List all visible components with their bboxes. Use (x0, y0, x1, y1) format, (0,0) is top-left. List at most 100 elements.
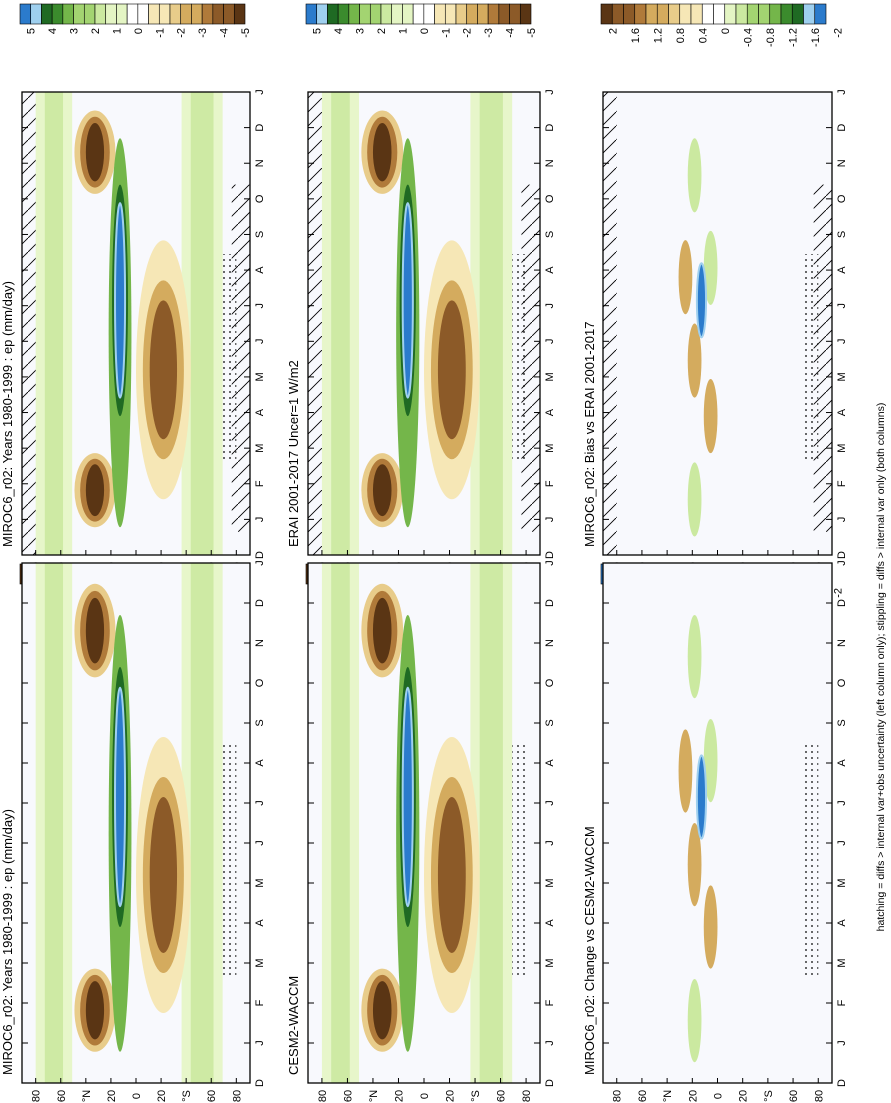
colorbar-swatch (73, 3, 85, 25)
plot-background (603, 92, 832, 555)
hatching-overlay (603, 92, 617, 555)
panel-title: ERAI 2001-2017 Uncer=1 W/m2 (286, 360, 301, 547)
colorbar-swatch (758, 3, 771, 25)
month-label: A (836, 759, 848, 767)
colorbar-label: -0.8 (765, 28, 777, 47)
month-label: J (254, 840, 266, 846)
field-band (479, 563, 503, 1083)
colorbar-swatch (180, 3, 192, 25)
month-label: O (254, 194, 266, 203)
month-label: M (254, 372, 266, 381)
lat-label: 0 (419, 1093, 431, 1099)
field-max-core (149, 300, 178, 440)
lat-label: 60 (788, 1090, 800, 1102)
lat-label: 20 (393, 1090, 405, 1102)
colorbar-label: -1.2 (787, 28, 799, 47)
month-label: D (836, 551, 848, 559)
colorbar-swatch (116, 3, 128, 25)
month-label: F (544, 999, 556, 1006)
lat-label: 80 (31, 1090, 43, 1102)
field-max-core (85, 981, 105, 1040)
colorbar-swatch (380, 3, 393, 25)
colorbar-swatch (611, 3, 624, 25)
plot-background (603, 563, 832, 1083)
month-label: J (544, 89, 556, 95)
colorbar-swatch (83, 3, 96, 25)
colorbar-label: 1 (397, 28, 409, 34)
field-max-core (85, 123, 105, 182)
colorbar-label: -2 (832, 28, 844, 38)
panel-title: CESM2-WACCM (286, 976, 301, 1075)
field-max-core (437, 797, 466, 953)
colorbar-swatch (402, 3, 414, 25)
lat-label: 60 (637, 1090, 649, 1102)
month-label: N (544, 159, 556, 167)
colorbar-label: 4 (47, 28, 59, 34)
field-band (190, 563, 214, 1083)
month-label: J (836, 303, 848, 309)
month-label: J (544, 560, 556, 566)
colorbar-label: -3 (483, 28, 495, 38)
stippling-overlay (222, 745, 237, 979)
panel-right-bot: MIROC6_r02: Change vs CESM2-WACCMDJFMAMJ… (582, 3, 848, 1102)
month-label: J (544, 517, 556, 523)
month-label: J (836, 89, 848, 95)
field-min-core (401, 202, 414, 399)
month-label: D (254, 124, 266, 132)
colorbar-swatch (679, 3, 692, 25)
month-label: J (544, 303, 556, 309)
month-label: D (836, 124, 848, 132)
month-label: F (836, 999, 848, 1006)
month-label: J (254, 339, 266, 345)
colorbar-swatch (30, 3, 42, 25)
month-label: J (254, 517, 266, 523)
colorbar-swatch (158, 3, 171, 25)
colorbar-swatch (690, 3, 703, 25)
month-label: S (254, 231, 266, 238)
field-anomaly (687, 323, 702, 398)
month-label: D (836, 1079, 848, 1087)
month-label: A (254, 919, 266, 927)
lat-label: °S (181, 1090, 193, 1102)
colorbar-swatch (519, 3, 532, 25)
month-label: J (836, 339, 848, 345)
month-label: M (836, 878, 848, 887)
colorbar-swatch (466, 3, 478, 25)
month-label: D (544, 124, 556, 132)
colorbar-label: -0.4 (742, 28, 754, 47)
colorbar-swatch (169, 3, 182, 25)
panel-title: MIROC6_r02: Change vs CESM2-WACCM (582, 826, 597, 1075)
field-anomaly (678, 240, 693, 315)
footer-note: hatching = diffs > internal var+obs unce… (875, 403, 887, 932)
field-anomaly (687, 615, 702, 699)
field-max-core (437, 300, 466, 440)
field-max-core (85, 597, 105, 664)
hatching-overlay (22, 92, 36, 555)
colorbar-swatch (105, 3, 117, 25)
month-label: J (254, 89, 266, 95)
colorbar-swatch (769, 3, 782, 25)
month-label: O (544, 678, 556, 687)
field-max-core (149, 797, 178, 953)
stippling-overlay (804, 745, 819, 979)
colorbar-swatch (191, 3, 203, 25)
colorbar-label: -1 (440, 28, 452, 38)
colorbar-swatch (369, 3, 382, 25)
month-label: D (836, 599, 848, 607)
field-anomaly (703, 885, 718, 969)
field-max-core (372, 123, 392, 182)
field-band (479, 92, 503, 555)
lat-label: 80 (813, 1090, 825, 1102)
month-label: D (544, 551, 556, 559)
colorbar-swatch (713, 3, 726, 25)
colorbar-label: 5 (26, 28, 38, 34)
panel-right-top: MIROC6_r02: Years 1980-1999 : ep (mm/day… (0, 3, 266, 1102)
colorbar-swatch (444, 3, 457, 25)
lat-label: 80 (612, 1090, 624, 1102)
colorbar-swatch (724, 3, 737, 25)
month-label: S (544, 231, 556, 238)
month-label: J (836, 560, 848, 566)
field-max-core (85, 464, 105, 517)
colorbar-swatch (656, 3, 669, 25)
field-band (331, 92, 350, 555)
